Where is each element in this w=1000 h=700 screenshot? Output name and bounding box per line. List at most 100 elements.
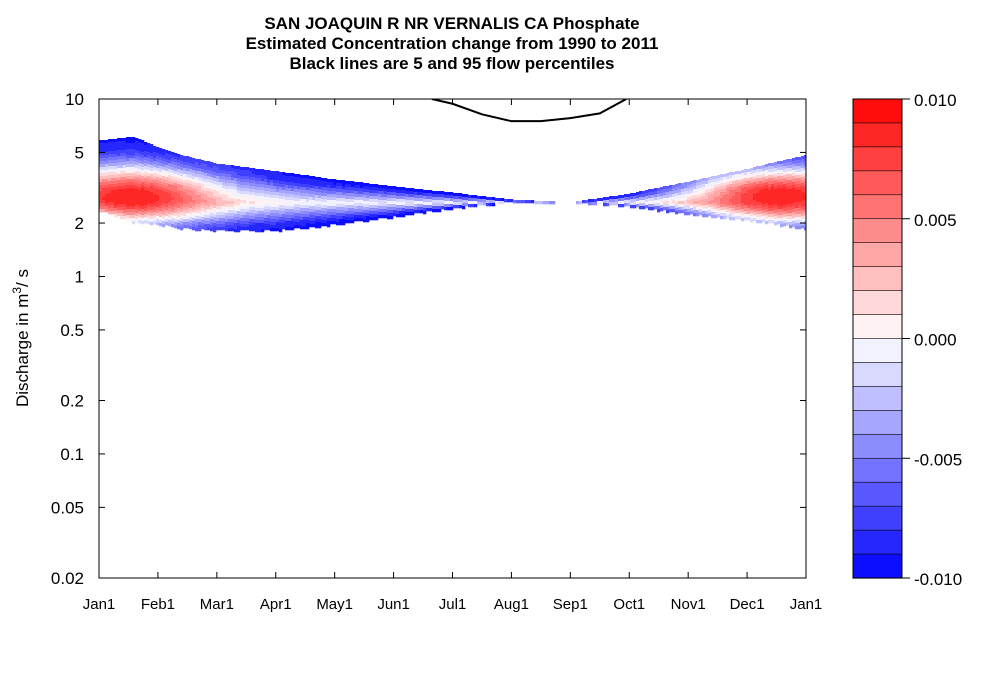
contour-cell [123,177,127,181]
contour-cell [456,205,460,209]
contour-cell [177,166,181,170]
contour-cell [117,204,121,208]
contour-cell [339,219,343,223]
contour-cell [150,222,154,226]
contour-cell [102,152,106,156]
contour-cell [150,159,154,163]
contour-cell [315,195,319,199]
contour-cell [702,193,706,197]
contour-cell [132,170,136,174]
contour-cell [246,167,250,171]
contour-cell [252,192,256,196]
contour-cell [678,207,682,211]
contour-cell [285,191,289,195]
contour-cell [687,212,691,216]
contour-cell [261,223,265,227]
contour-cell [675,196,679,200]
contour-cell [177,190,181,194]
contour-cell [333,209,337,213]
contour-cell [219,182,223,186]
contour-cell [726,191,730,195]
contour-cell [648,201,652,205]
contour-cell [132,218,136,222]
contour-cell [336,207,340,211]
contour-cell [165,201,169,205]
contour-cell [270,180,274,184]
contour-cell [249,177,253,181]
contour-cell [648,195,652,199]
contour-cell [747,214,751,218]
contour-cell [120,168,124,172]
contour-cell [276,192,280,196]
contour-cell [480,196,484,200]
contour-cell [150,168,154,172]
contour-cell [792,194,796,198]
contour-cell [786,180,790,184]
contour-cell [630,196,634,200]
contour-cell [129,191,133,195]
contour-cell [309,194,313,198]
contour-cell [762,204,766,208]
contour-cell [750,216,754,220]
contour-cell [315,207,319,211]
contour-cell [288,215,292,219]
contour-cell [732,208,736,212]
contour-cell [132,191,136,195]
contour-cell [804,191,806,195]
contour-cell [240,185,244,189]
contour-cell [627,194,631,198]
contour-cell [309,206,313,210]
contour-cell [717,181,721,185]
contour-cell [273,180,277,184]
contour-cell [642,200,646,204]
contour-cell [180,155,184,159]
contour-cell [120,141,124,145]
contour-cell [210,213,214,217]
contour-cell [132,149,136,153]
contour-cell [357,200,361,204]
contour-cell [315,192,319,196]
contour-cell [129,218,133,222]
contour-cell [135,219,139,223]
contour-cell [111,202,115,206]
contour-cell [399,196,403,200]
contour-cell [636,192,640,196]
contour-cell [357,185,361,189]
contour-cell [282,199,286,203]
contour-cell [729,193,733,197]
contour-cell [135,201,139,205]
contour-cell [279,193,283,197]
contour-cell [276,219,280,223]
contour-cell [228,186,232,190]
contour-cell [321,220,325,224]
contour-cell [276,186,280,190]
contour-cell [174,213,178,217]
contour-cell [114,172,118,176]
contour-cell [741,179,745,183]
contour-cell [111,199,115,203]
contour-cell [135,186,139,190]
contour-cell [345,187,349,191]
contour-cell [159,214,163,218]
contour-cell [192,158,196,162]
contour-cell [621,198,625,202]
contour-cell [111,148,115,152]
contour-cell [738,213,742,217]
contour-cell [720,207,724,211]
contour-cell [390,216,394,220]
contour-cell [456,193,460,197]
contour-cell [264,182,268,186]
contour-cell [426,193,430,197]
contour-cell [720,201,724,205]
contour-cell [408,194,412,198]
contour-cell [579,201,583,205]
contour-cell [798,196,802,200]
contour-cell [321,211,325,215]
contour-cell [774,189,778,193]
contour-cell [279,178,283,182]
contour-cell [591,202,595,206]
contour-cell [144,220,148,224]
contour-cell [276,198,280,202]
contour-cell [759,181,763,185]
contour-cell [144,142,148,146]
